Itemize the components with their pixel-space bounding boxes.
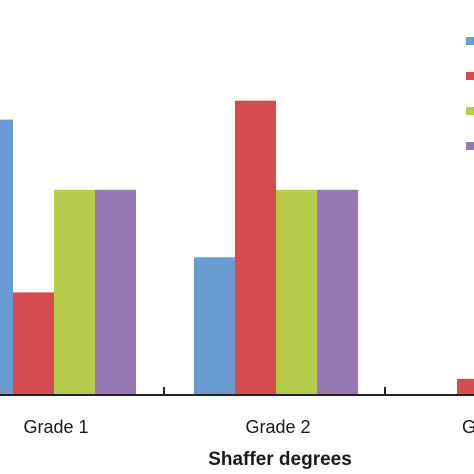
bar-series2-cat2 bbox=[235, 100, 276, 395]
bar-series4-cat2 bbox=[317, 189, 358, 395]
bar-series3-cat1 bbox=[54, 189, 95, 395]
legend-swatch-series1 bbox=[466, 37, 474, 45]
bars-group bbox=[0, 100, 474, 395]
bar-series2-cat1 bbox=[13, 292, 54, 395]
x-tick-label-grade-3: G bbox=[462, 417, 474, 437]
bar-series3-cat2 bbox=[276, 189, 317, 395]
legend-swatch-series3 bbox=[466, 107, 474, 115]
bar-series4-cat1 bbox=[95, 189, 136, 395]
bar-series1-cat2 bbox=[194, 257, 235, 395]
bar-series1-cat1 bbox=[0, 119, 13, 395]
legend-swatch-series2 bbox=[466, 72, 474, 80]
legend bbox=[466, 37, 474, 150]
legend-swatch-series4 bbox=[466, 142, 474, 150]
x-tick-label-grade-2: Grade 2 bbox=[245, 417, 310, 437]
x-tick-label-grade-1: Grade 1 bbox=[23, 417, 88, 437]
bar-series2-cat3 bbox=[457, 378, 474, 395]
x-axis-title: Shaffer degrees bbox=[208, 449, 352, 470]
